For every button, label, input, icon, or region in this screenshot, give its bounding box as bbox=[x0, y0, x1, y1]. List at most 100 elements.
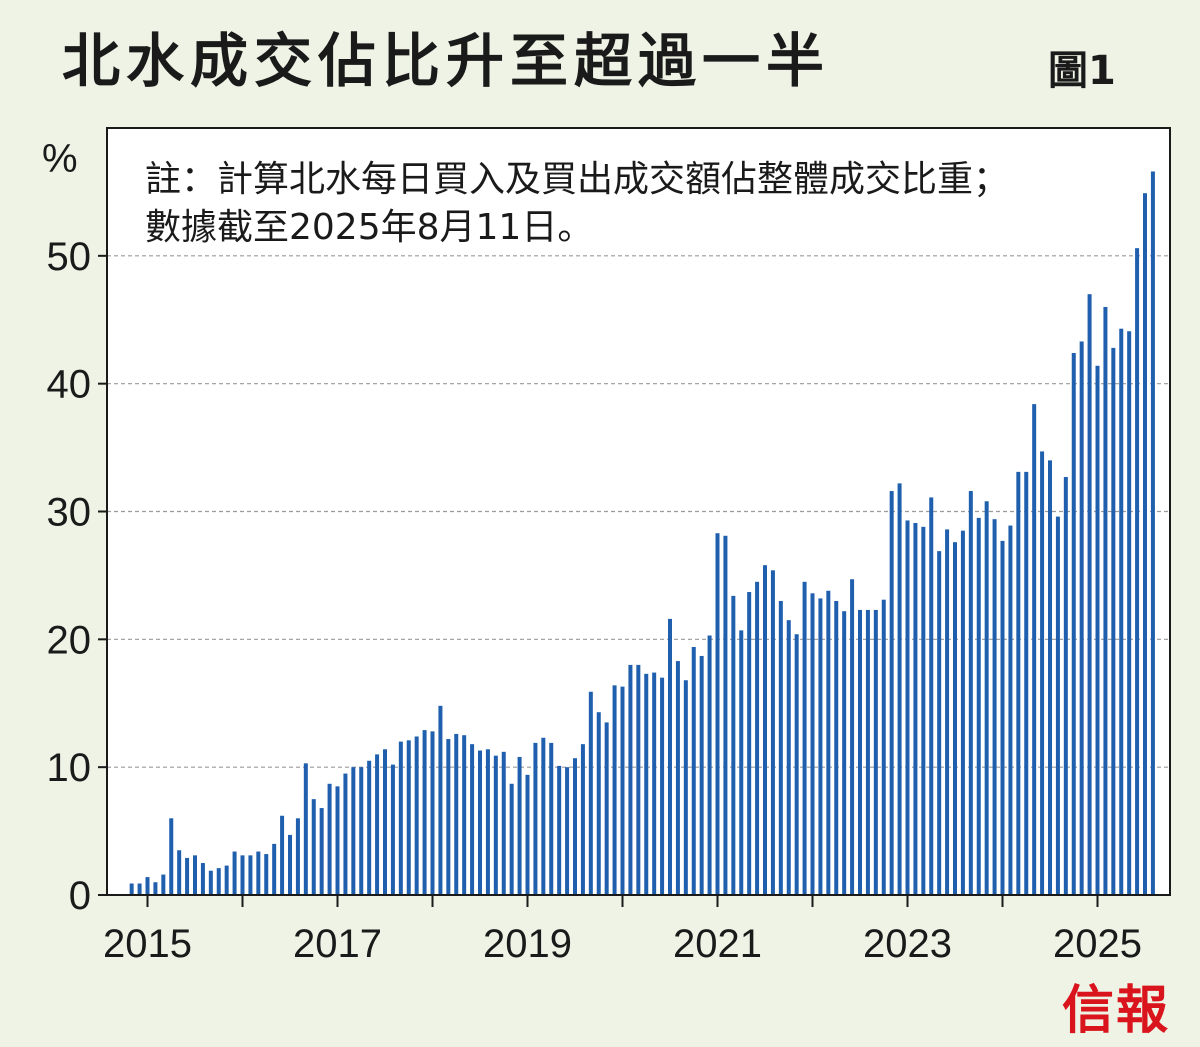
bar bbox=[565, 767, 570, 895]
bar bbox=[375, 754, 380, 895]
bar bbox=[438, 705, 443, 895]
bar bbox=[960, 530, 965, 895]
bar bbox=[295, 818, 300, 895]
bar bbox=[145, 877, 150, 895]
bar bbox=[414, 736, 419, 895]
note-line-1: 註：計算北水每日買入及買出成交額佔整體成交比重； bbox=[145, 159, 1010, 200]
y-axis: 0 10 20 30 40 50 bbox=[47, 235, 107, 918]
bar bbox=[897, 483, 902, 895]
bar bbox=[1040, 451, 1045, 895]
bar bbox=[319, 808, 324, 895]
bar bbox=[818, 598, 823, 895]
bar bbox=[1079, 341, 1084, 896]
bar bbox=[604, 722, 609, 895]
bar bbox=[240, 855, 245, 895]
bar bbox=[850, 579, 855, 895]
bar bbox=[596, 712, 601, 895]
bar bbox=[224, 865, 229, 895]
bar bbox=[335, 786, 340, 895]
bar bbox=[1087, 294, 1092, 895]
bar bbox=[1000, 540, 1005, 895]
bar bbox=[905, 520, 910, 895]
bar bbox=[858, 609, 862, 895]
bar bbox=[1150, 171, 1155, 895]
bar bbox=[493, 755, 498, 895]
bar bbox=[549, 742, 554, 895]
bar bbox=[454, 733, 459, 895]
bar bbox=[509, 783, 514, 895]
bar bbox=[652, 672, 657, 895]
bar bbox=[612, 685, 617, 895]
bar bbox=[383, 749, 387, 895]
bar bbox=[517, 756, 522, 895]
bar bbox=[303, 763, 308, 895]
bar bbox=[1103, 306, 1108, 896]
bar bbox=[921, 526, 926, 895]
x-axis: 2015 2017 2019 2021 2023 2025 bbox=[103, 895, 1142, 966]
bar bbox=[1016, 471, 1021, 895]
bar bbox=[1024, 471, 1029, 895]
bar bbox=[541, 737, 546, 895]
figure-label: 圖1 bbox=[1048, 48, 1116, 94]
bar bbox=[422, 730, 427, 895]
bar bbox=[644, 673, 649, 895]
bar bbox=[1063, 476, 1068, 895]
bar bbox=[668, 618, 672, 895]
bar bbox=[707, 635, 712, 895]
bar bbox=[462, 735, 467, 895]
bar bbox=[794, 634, 799, 895]
bar bbox=[873, 609, 878, 895]
y-axis-unit: % bbox=[42, 137, 78, 181]
bar bbox=[1055, 516, 1060, 895]
bar bbox=[731, 595, 736, 895]
bar bbox=[715, 533, 720, 895]
bar bbox=[588, 691, 593, 895]
bar bbox=[929, 497, 934, 895]
x-tick-label: 2017 bbox=[293, 922, 382, 966]
bar bbox=[620, 686, 625, 895]
bar bbox=[739, 630, 744, 895]
bar bbox=[272, 843, 277, 895]
bar bbox=[723, 535, 728, 895]
bar bbox=[628, 664, 633, 895]
bar bbox=[865, 609, 870, 895]
bar bbox=[691, 647, 696, 895]
bar bbox=[430, 731, 435, 895]
bar bbox=[763, 565, 767, 895]
x-tick-label: 2025 bbox=[1053, 922, 1142, 966]
bar bbox=[1111, 347, 1116, 895]
bar bbox=[470, 744, 475, 895]
bar bbox=[1143, 193, 1147, 895]
bar bbox=[636, 664, 641, 895]
bar bbox=[351, 767, 356, 895]
bar bbox=[826, 590, 831, 895]
bar bbox=[573, 758, 577, 895]
bar bbox=[580, 744, 585, 895]
bar bbox=[311, 799, 316, 896]
bar bbox=[485, 749, 490, 895]
bar bbox=[288, 834, 292, 895]
bar bbox=[842, 611, 847, 895]
bar bbox=[1135, 248, 1140, 895]
bar bbox=[478, 750, 482, 895]
bar bbox=[367, 760, 372, 895]
bar bbox=[177, 850, 182, 895]
bar bbox=[889, 491, 894, 895]
bar bbox=[802, 581, 807, 895]
bar bbox=[683, 680, 688, 895]
bar bbox=[968, 491, 973, 895]
bar bbox=[953, 542, 957, 895]
bar bbox=[169, 818, 174, 895]
bars bbox=[129, 171, 1155, 896]
bar bbox=[446, 739, 451, 895]
bar bbox=[937, 551, 942, 895]
bar bbox=[810, 593, 815, 895]
bar bbox=[1071, 352, 1076, 895]
bar bbox=[976, 517, 981, 895]
bar bbox=[193, 855, 197, 895]
bar bbox=[327, 783, 332, 895]
bar bbox=[834, 600, 839, 895]
bar bbox=[699, 655, 704, 895]
bar bbox=[913, 523, 918, 895]
